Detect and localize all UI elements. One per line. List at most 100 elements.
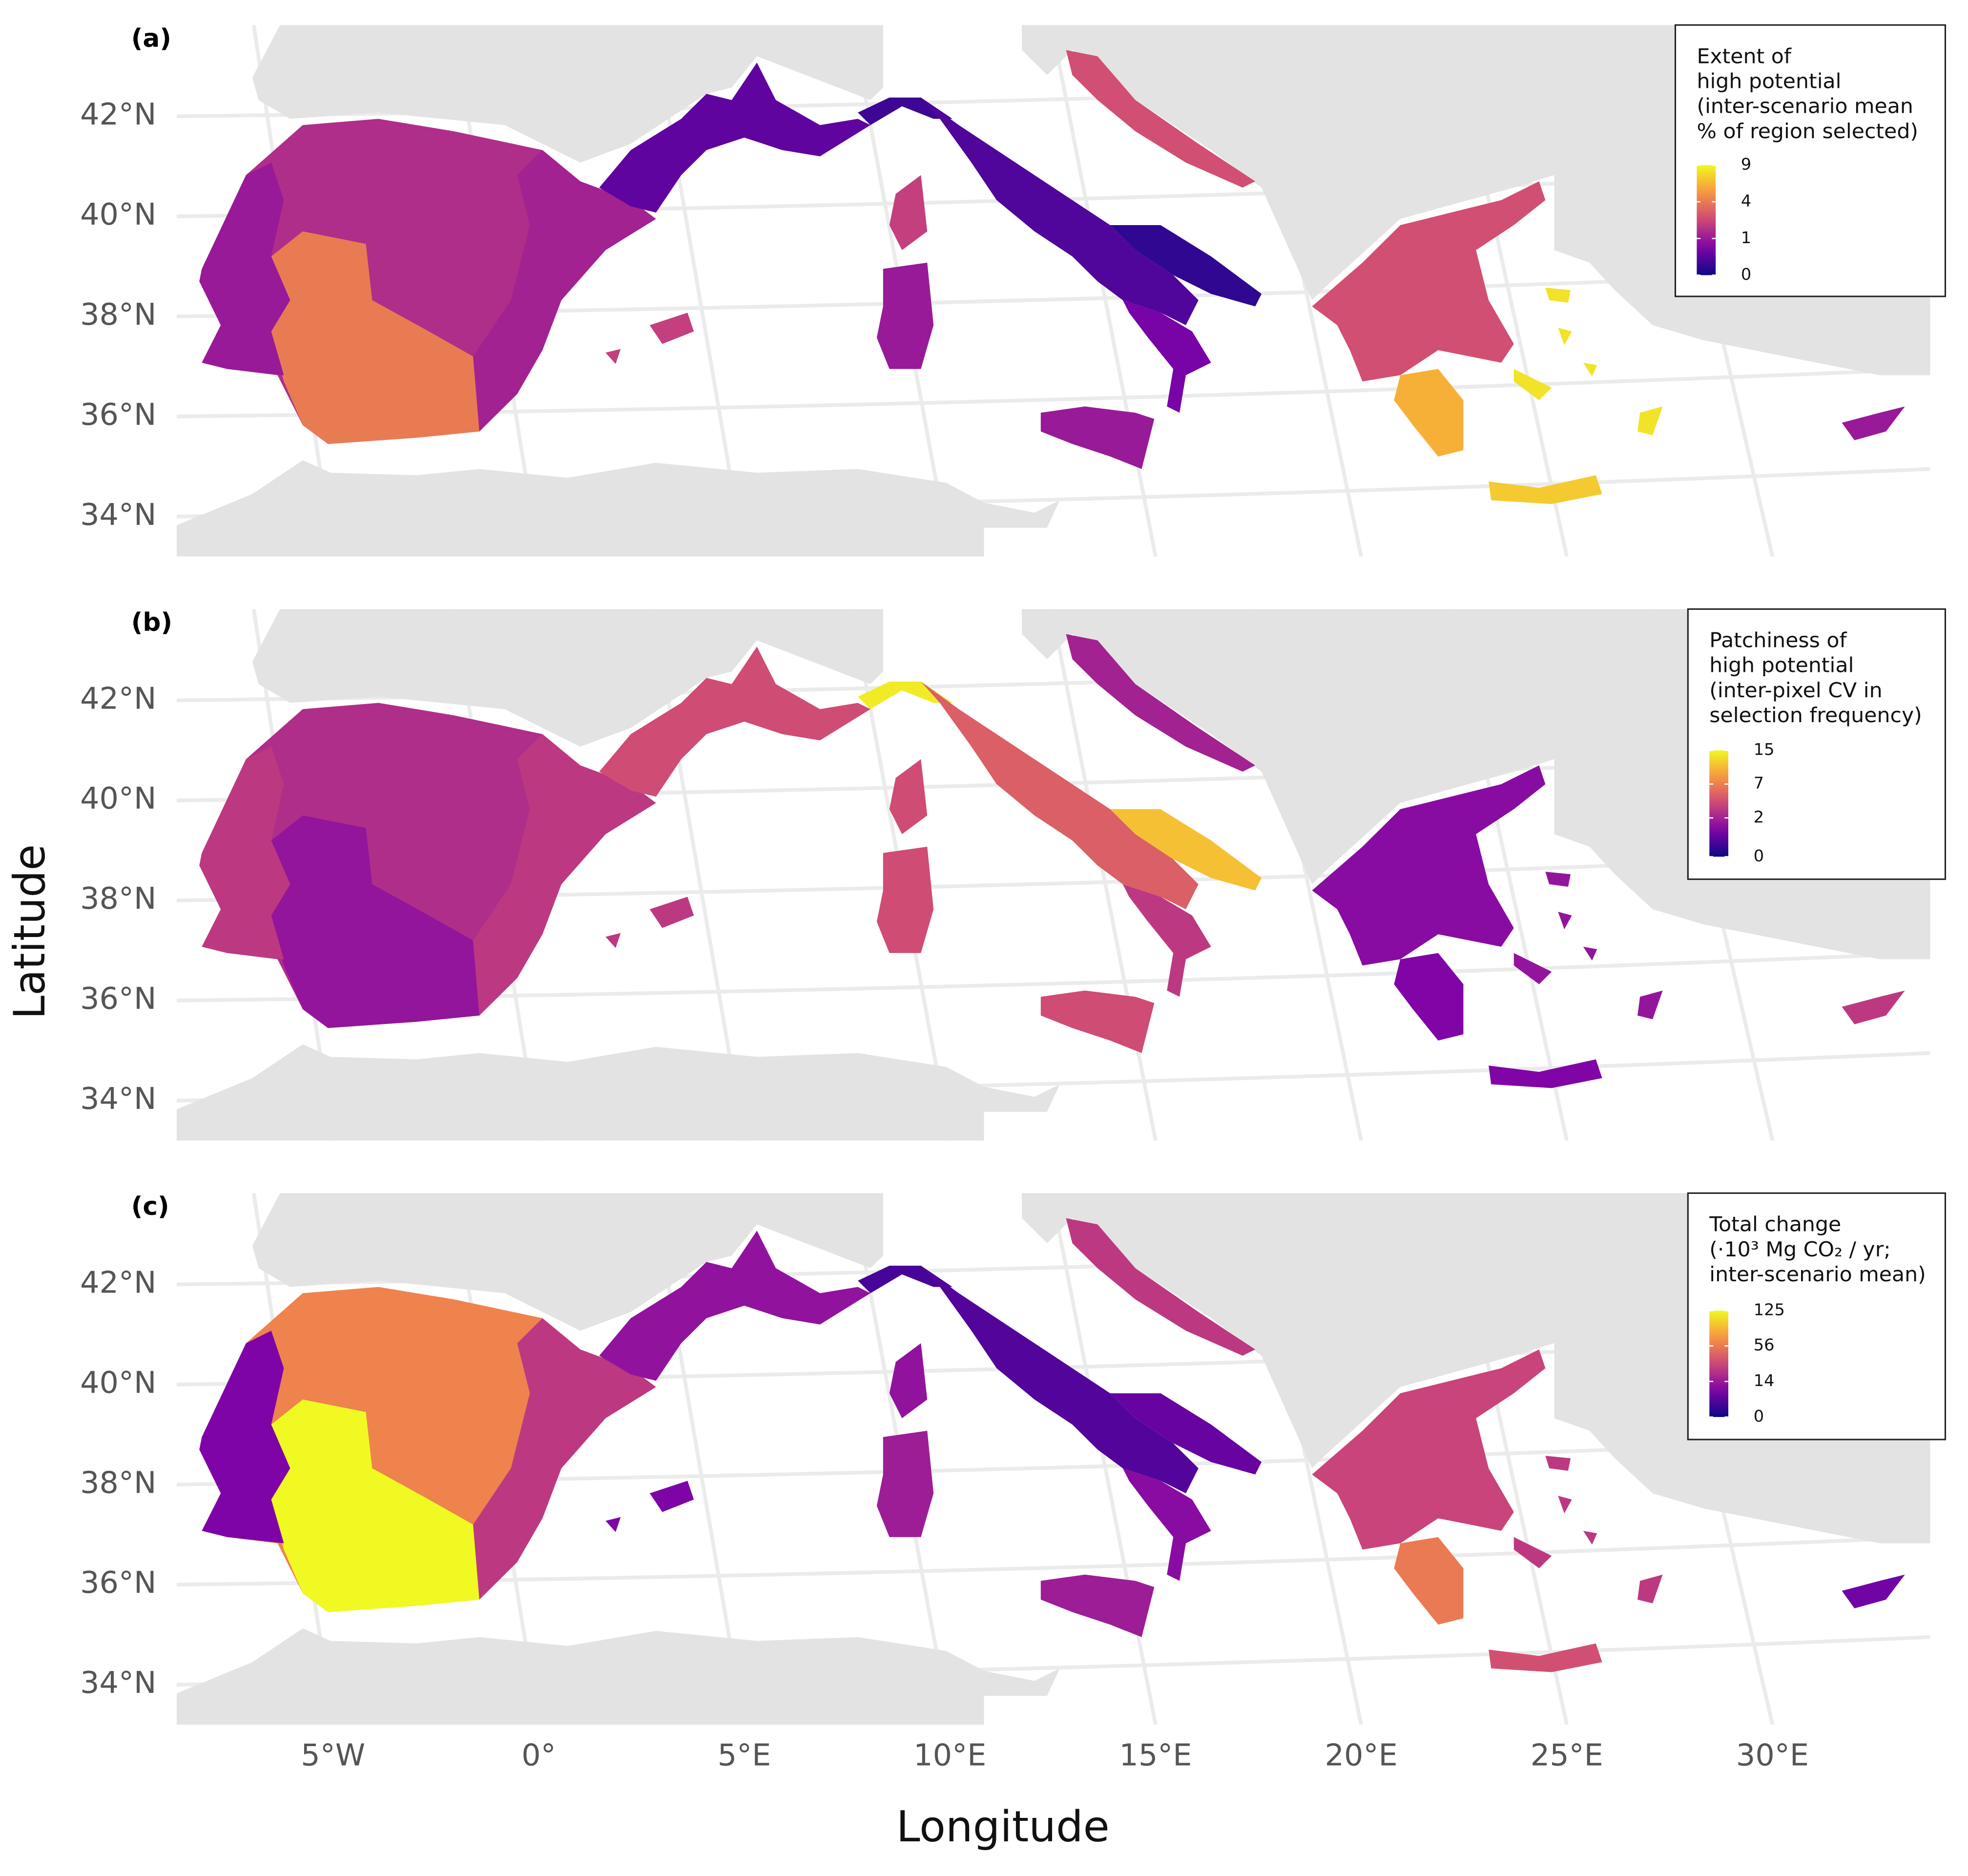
region [271,231,479,444]
region-part [649,896,694,928]
graticule-lon [1050,25,1158,557]
region [473,1318,656,1600]
region [1110,1393,1262,1475]
region [599,63,870,213]
colorbar-label: 14 [1754,1371,1775,1390]
graticule-lon [1050,609,1158,1141]
region [605,313,694,364]
region [1040,990,1155,1053]
region-part [1558,328,1572,345]
region [1040,1574,1155,1637]
legend-box [1687,1192,1947,1440]
region [1312,1349,1546,1550]
region [473,734,656,1016]
x-tick-label: 5°W [301,1738,365,1773]
map-panel: (b) 42°N 40°N 38°N 36°N 34°N Patchiness ofhigh… [80,608,1947,1141]
region [1489,1059,1602,1088]
region [1394,1537,1464,1625]
region [1842,990,1905,1024]
colorbar-label: 7 [1754,773,1764,792]
region [921,681,1199,910]
region-part [1066,634,1256,772]
region [876,262,934,369]
x-tick-label: 15°E [1119,1738,1192,1773]
legend-title: Total change [1709,1213,1841,1237]
region-part [1545,1456,1571,1471]
region [1394,369,1464,457]
panel-label: (c) [131,1192,169,1221]
map-panel: (c) 42°N 40°N 38°N 36°N 34°N Total change(·10³… [80,1192,1947,1725]
region-part [1394,953,1464,1041]
region [1489,475,1602,504]
region [1394,953,1464,1041]
region [605,896,694,948]
region [921,97,1199,325]
region-part [1842,1574,1905,1608]
region-part [876,262,934,369]
region-part [1110,809,1262,891]
region-part [1842,990,1905,1024]
region-part [1122,884,1211,997]
land [176,1044,1060,1141]
legend-title: selection frequency) [1709,704,1922,728]
legend-title: high potential [1697,70,1841,94]
legend-title: Patchiness of [1709,629,1847,653]
x-tick-label: 5°E [718,1738,771,1773]
region [1110,809,1262,891]
region [1842,1574,1905,1608]
y-axis-title: Latitude [5,844,55,1019]
region [1066,1218,1256,1356]
region-part [1489,1643,1602,1672]
region-part [1040,990,1155,1053]
region-part [271,1399,479,1612]
colorbar-label: 0 [1741,265,1751,284]
region-part [876,847,934,953]
colorbar-label: 0 [1754,1407,1764,1426]
region-part [921,1266,1199,1494]
land [252,25,883,163]
region-part [1110,1393,1262,1475]
legend-box [1687,608,1947,880]
region-part [1040,406,1155,469]
region-part [889,175,928,250]
region [605,1480,694,1532]
x-tick-label: 0° [521,1738,556,1773]
y-tick-label: 40°N [80,197,156,232]
region [889,175,928,250]
region-part [1513,953,1552,984]
colorbar [1709,1311,1729,1417]
region [1122,884,1211,997]
colorbar-label: 15 [1754,740,1775,759]
legend-title: Extent of [1697,44,1792,68]
region-part [1583,362,1597,376]
region-part [599,63,870,213]
region [473,150,656,432]
region [1312,181,1546,382]
region-part [1040,1574,1155,1637]
region [1489,1643,1602,1672]
map-area [176,609,1930,1141]
region [271,815,479,1028]
colorbar-label: 56 [1754,1335,1775,1355]
y-tick-label: 42°N [80,97,156,132]
region-part [1842,406,1905,440]
colorbar-label: 2 [1754,808,1764,827]
y-tick-label: 40°N [80,1365,156,1400]
region [199,1331,290,1543]
region [1842,406,1905,440]
legend-title: % of region selected) [1697,120,1918,144]
region-part [1312,765,1546,966]
region-part [605,1517,621,1532]
y-tick-label: 38°N [80,1465,156,1501]
legend-title: (·10³ Mg CO₂ / yr; [1709,1238,1890,1262]
region-part [1110,225,1262,307]
colorbar-label: 0 [1754,846,1764,865]
region [876,847,934,953]
legend-title: (inter-pixel CV in [1709,679,1882,703]
y-tick-label: 34°N [80,1081,156,1116]
region-part [1545,872,1571,887]
region-part [1558,1496,1572,1514]
region-part [271,231,479,444]
